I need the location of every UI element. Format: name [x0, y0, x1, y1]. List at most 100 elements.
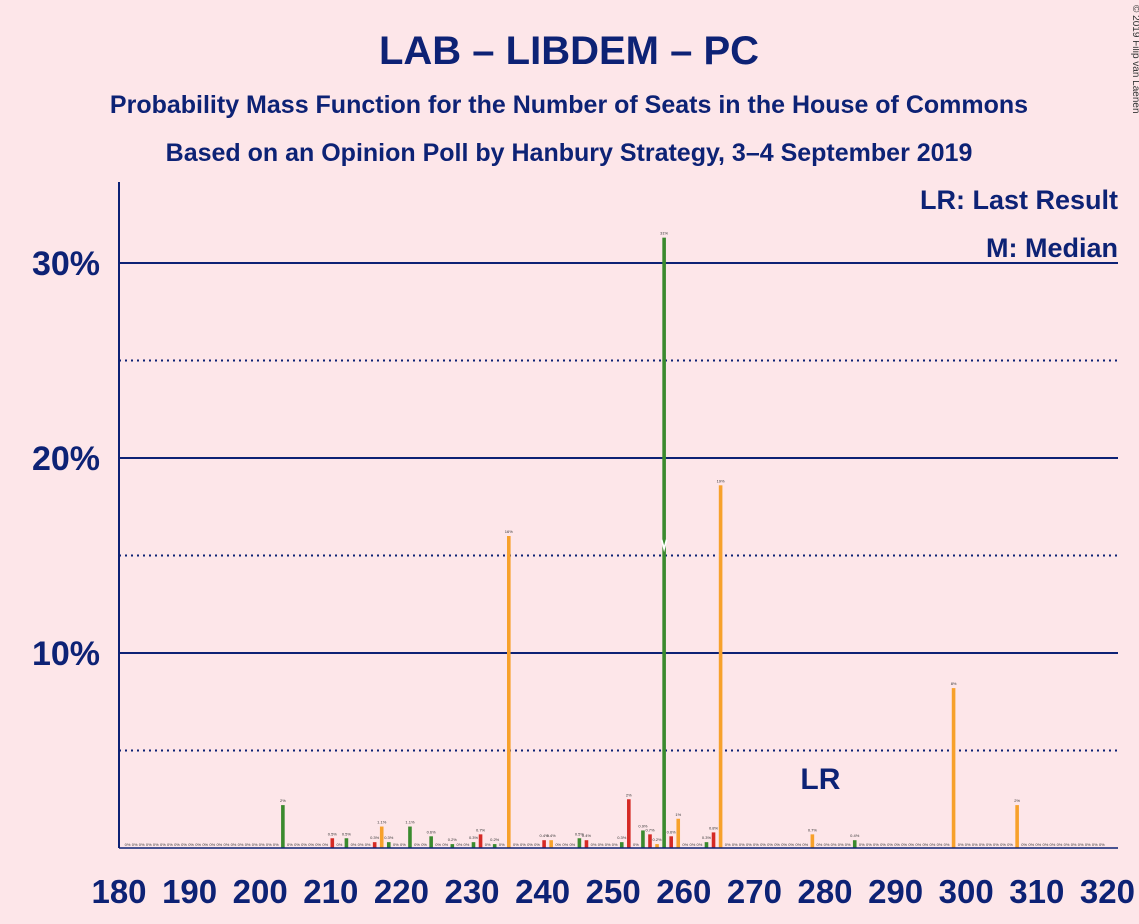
last-result-marker: LR [800, 763, 840, 796]
tiny-label-286: 0% [866, 842, 872, 847]
tiny-label-191: 0% [195, 842, 201, 847]
bar-label-278: 0.7% [808, 827, 818, 832]
tiny-label-315: 0% [1071, 842, 1077, 847]
gridlines [119, 262, 1118, 752]
bar-256 [655, 844, 659, 848]
tiny-label-295: 0% [930, 842, 936, 847]
tiny-label-238: 0% [527, 842, 533, 847]
tiny-label-288: 0% [880, 842, 886, 847]
tiny-label-223: 0% [421, 842, 427, 847]
tiny-label-317: 0% [1085, 842, 1091, 847]
tiny-label-242: 0% [555, 842, 561, 847]
tiny-label-294: 0% [922, 842, 928, 847]
tiny-label-303: 0% [986, 842, 992, 847]
x-tick-label-12: 300 [939, 873, 994, 910]
bar-label-240: 0.4% [540, 833, 550, 838]
x-tick-label-4: 220 [374, 873, 429, 910]
x-tick-label-1: 190 [162, 873, 217, 910]
tiny-label-293: 0% [915, 842, 921, 847]
bar-labels: 2% 0.5% 0.5% 0.3% 1.1% 0.3% 1.1% 0.6% 0.2% 0.3% 0.… [125, 231, 1106, 847]
tiny-label-185: 0% [153, 842, 159, 847]
tiny-label-276: 0% [795, 842, 801, 847]
markers: LR [660, 539, 841, 796]
bar-240 [542, 840, 546, 848]
bar-label-245: 0.5% [575, 831, 585, 836]
bar-218 [386, 842, 391, 848]
bar-284 [852, 840, 857, 848]
tiny-label-184: 0% [146, 842, 152, 847]
chart-subtitle: Probability Mass Function for the Number… [110, 91, 1028, 119]
tiny-label-215: 0% [365, 842, 371, 847]
bar-255 [648, 834, 652, 848]
bar-label-203: 2% [280, 798, 286, 803]
tiny-label-236: 0% [513, 842, 519, 847]
tiny-label-219: 0% [393, 842, 399, 847]
tiny-label-234: 0% [499, 842, 505, 847]
tiny-label-190: 0% [188, 842, 194, 847]
tiny-label-253: 0% [633, 842, 639, 847]
bar-label-246: 0.4% [582, 833, 592, 838]
tiny-label-268: 0% [739, 842, 745, 847]
bar-252 [627, 799, 631, 848]
bar-label-307: 2% [1014, 798, 1020, 803]
tiny-label-269: 0% [746, 842, 752, 847]
x-tick-label-13: 310 [1009, 873, 1064, 910]
x-tick-label-0: 180 [91, 873, 146, 910]
bar-label-263: 0.3% [702, 835, 712, 840]
bar-235 [507, 536, 511, 848]
x-tick-label-11: 290 [868, 873, 923, 910]
tiny-label-244: 0% [569, 842, 575, 847]
tiny-label-195: 0% [224, 842, 230, 847]
tiny-label-202: 0% [273, 842, 279, 847]
bar-label-241: 0.4% [547, 833, 557, 838]
y-tick-label-1: 20% [32, 440, 100, 478]
tiny-label-308: 0% [1021, 842, 1027, 847]
bar-227 [450, 844, 455, 848]
tiny-label-270: 0% [753, 842, 759, 847]
tiny-label-198: 0% [245, 842, 251, 847]
bar-203 [281, 805, 285, 848]
bar-263 [704, 842, 709, 848]
bar-label-224: 0.6% [427, 829, 437, 834]
x-axis-ticks: 180 190 200 210 220 230 240 250 260 270 280 290 300 3… [91, 873, 1134, 910]
tiny-label-200: 0% [259, 842, 265, 847]
tiny-label-318: 0% [1092, 842, 1098, 847]
copyright-notice: © 2019 Filip van Laenen [1130, 5, 1139, 114]
tiny-label-272: 0% [767, 842, 773, 847]
tiny-label-204: 0% [287, 842, 293, 847]
tiny-label-291: 0% [901, 842, 907, 847]
tiny-label-206: 0% [301, 842, 307, 847]
tiny-label-287: 0% [873, 842, 879, 847]
tiny-label-260: 0% [682, 842, 688, 847]
tiny-label-192: 0% [202, 842, 208, 847]
bar-254 [641, 830, 645, 848]
bar-217 [379, 826, 384, 848]
tiny-label-285: 0% [859, 842, 865, 847]
bar-265 [718, 485, 723, 848]
tiny-label-228: 0% [456, 842, 462, 847]
tiny-label-273: 0% [774, 842, 780, 847]
tiny-label-311: 0% [1042, 842, 1048, 847]
tiny-label-229: 0% [464, 842, 470, 847]
tiny-label-250: 0% [612, 842, 618, 847]
tiny-label-220: 0% [400, 842, 406, 847]
tiny-label-249: 0% [605, 842, 611, 847]
tiny-label-182: 0% [132, 842, 138, 847]
tiny-label-261: 0% [689, 842, 695, 847]
tiny-label-225: 0% [435, 842, 441, 847]
tiny-label-296: 0% [937, 842, 943, 847]
bar-241 [549, 840, 553, 848]
tiny-label-309: 0% [1028, 842, 1034, 847]
bar-label-265: 19% [717, 478, 725, 483]
tiny-label-183: 0% [139, 842, 145, 847]
tiny-label-275: 0% [788, 842, 794, 847]
bar-257 [662, 237, 666, 848]
bar-258 [669, 836, 673, 848]
tiny-label-306: 0% [1007, 842, 1013, 847]
bar-251 [619, 842, 624, 848]
tiny-label-205: 0% [294, 842, 300, 847]
tiny-label-300: 0% [965, 842, 971, 847]
tiny-label-226: 0% [442, 842, 448, 847]
tiny-label-237: 0% [520, 842, 526, 847]
